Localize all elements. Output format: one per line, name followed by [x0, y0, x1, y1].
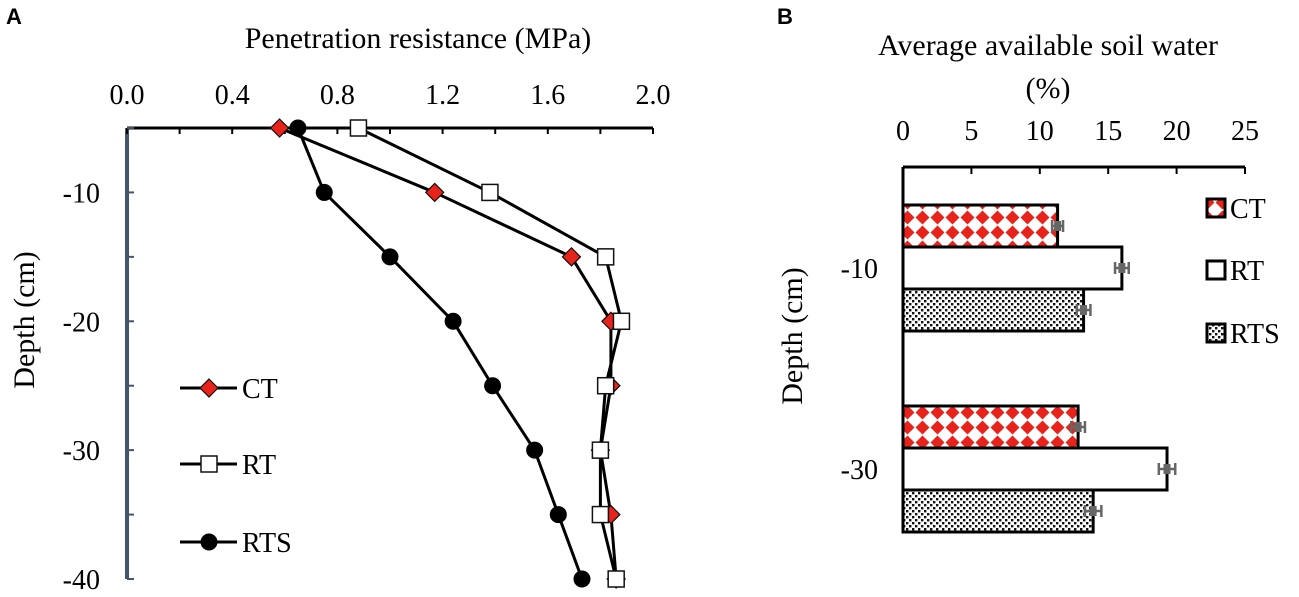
- panel-a-letter: A: [6, 4, 22, 29]
- panel-b-bar-rt: [901, 446, 1169, 492]
- panel-b-bar-rts: [901, 488, 1095, 534]
- panel-a-y-tick-label: -20: [63, 307, 100, 338]
- panel-b-legend-swatch-rts: [1205, 322, 1227, 344]
- panel-a-x-tick-label: 1.6: [530, 80, 565, 111]
- panel-b-y-tick-label: -10: [841, 254, 878, 285]
- panel-b-legend-label-ct: CT: [1230, 194, 1266, 225]
- panel-b-error-center: [1080, 305, 1088, 315]
- panel-a-legend-label-rt: RT: [242, 450, 276, 481]
- panel-b-x-tick-label: 5: [964, 116, 978, 147]
- panel-b-axes: 0 5 10 15 20 25 -10 -30: [841, 116, 1259, 533]
- panel-b-x-tick-label: 10: [1026, 116, 1054, 147]
- panel-a-point-rts: [381, 248, 399, 266]
- panel-a-point-rts: [549, 506, 567, 524]
- panel-b-legend: CT RT RTS: [1205, 194, 1280, 350]
- panel-a-point-ct: [424, 182, 445, 203]
- panel-a-point-rts: [315, 183, 333, 201]
- panel-a-x-tick-label: 2.0: [636, 80, 671, 111]
- panel-b-x-axis-title-line2: (%): [1026, 72, 1071, 105]
- panel-a-x-tick-label: 1.2: [425, 80, 460, 111]
- panel-a-point-rt: [596, 376, 615, 395]
- panel-a-legend: CT RT RTS: [180, 374, 292, 559]
- panel-b-error-center: [1118, 263, 1126, 273]
- panel-a-legend-marker-rts: [200, 533, 218, 551]
- panel-b-y-axis-title: Depth (cm): [776, 267, 809, 404]
- panel-a-y-axis-title: Depth (cm): [8, 251, 41, 388]
- panel-a-y-tick-label: -30: [63, 436, 100, 467]
- panel-b-bar-ct: [901, 404, 1080, 450]
- panel-a-point-rt: [591, 505, 610, 524]
- panel-a-point-rt: [349, 119, 368, 137]
- panel-a-point-rt: [607, 570, 625, 588]
- panel-a-x-axis-title: Penetration resistance (MPa): [245, 22, 592, 55]
- panel-a-line-rts: [296, 127, 584, 580]
- panel-a-markers: [269, 118, 631, 589]
- panel-b-error-center: [1089, 506, 1097, 516]
- panel-a-axes: 0.0 0.4 0.8 1.2 1.6 2.0 -10 -20 -30 -40: [63, 80, 671, 596]
- panel-b-x-tick-label: 25: [1231, 116, 1259, 147]
- panel-a-point-rt: [481, 183, 499, 202]
- panel-b-chart: B Average available soil water (%) Depth…: [776, 4, 1280, 534]
- panel-a-legend-marker-ct: [199, 378, 219, 398]
- panel-a-point-ct: [269, 118, 290, 138]
- panel-a-point-rt: [596, 248, 615, 266]
- panel-b-letter: B: [777, 4, 793, 29]
- panel-b-legend-label-rts: RTS: [1230, 319, 1280, 350]
- panel-b-legend-swatch-rt: [1205, 259, 1227, 281]
- panel-a-y-tick-label: -40: [63, 565, 100, 596]
- panel-b-error-center: [1163, 464, 1171, 474]
- panel-b-error-bars: [1050, 220, 1177, 517]
- panel-a-x-tick-label: 0.0: [110, 80, 145, 111]
- panel-a-legend-label-ct: CT: [242, 374, 278, 405]
- panel-b-bars: [901, 203, 1169, 534]
- panel-a-legend-marker-rt: [200, 455, 218, 473]
- panel-a-point-ct: [561, 247, 582, 267]
- panel-b-bar-rts: [901, 287, 1086, 333]
- panel-a-point-rts: [526, 441, 544, 459]
- panel-b-error-center: [1054, 221, 1062, 231]
- panel-b-error-center: [1074, 422, 1082, 432]
- panel-a-x-tick-label: 0.4: [215, 80, 250, 111]
- panel-b-x-tick-label: 15: [1094, 116, 1122, 147]
- panel-a-y-tick-label: -10: [63, 178, 100, 209]
- panel-a-chart: A Penetration resistance (MPa) Depth (cm…: [6, 4, 671, 596]
- panel-a-x-tick-label: 0.8: [320, 80, 355, 111]
- panel-b-bar-rt: [901, 245, 1124, 291]
- panel-b-bar-ct: [901, 203, 1060, 249]
- panel-b-legend-swatch-ct: [1205, 197, 1227, 219]
- panel-a-line-ct: [278, 126, 618, 580]
- panel-a-point-rts: [289, 119, 307, 137]
- panel-b-x-tick-label: 20: [1163, 116, 1191, 147]
- panel-b-x-axis-title-line1: Average available soil water: [878, 29, 1218, 62]
- panel-b-y-tick-label: -30: [841, 455, 878, 486]
- panel-a-point-rts: [573, 570, 591, 588]
- panel-a-point-rts: [444, 312, 462, 330]
- panel-a-point-rt: [591, 441, 610, 459]
- panel-a-series-lines: [278, 126, 623, 580]
- panel-b-x-tick-label: 0: [896, 116, 910, 147]
- panel-a-point-rt: [612, 312, 631, 331]
- panel-a-line-rt: [357, 126, 623, 580]
- panel-b-legend-label-rt: RT: [1230, 256, 1264, 287]
- panel-a-legend-label-rts: RTS: [242, 528, 292, 559]
- panel-a-point-rts: [484, 377, 502, 395]
